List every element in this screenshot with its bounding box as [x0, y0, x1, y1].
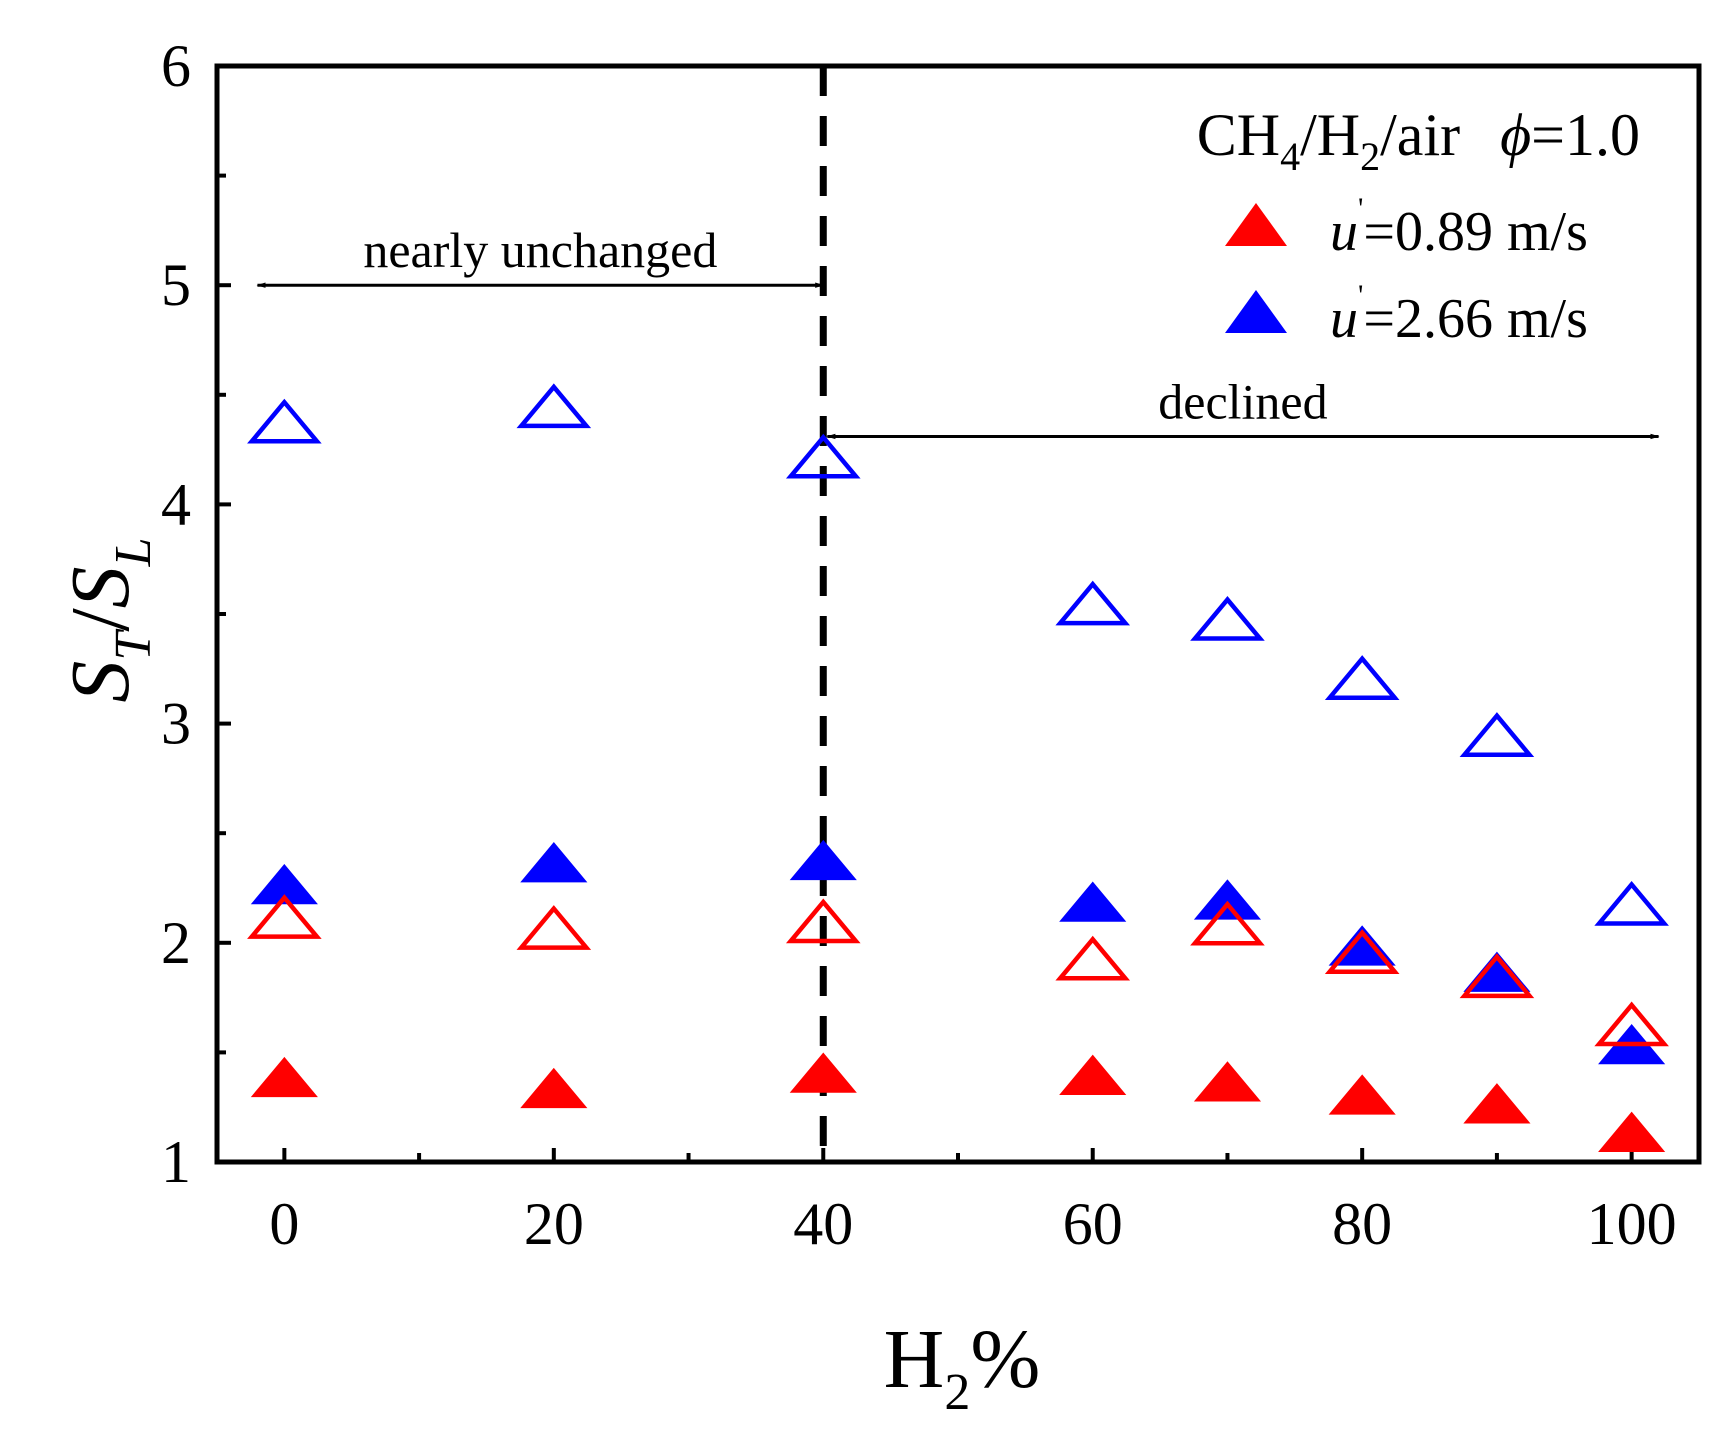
series-2	[247, 894, 1669, 1047]
data-point	[1324, 655, 1400, 700]
data-point	[785, 433, 861, 479]
data-point	[1193, 1061, 1262, 1102]
x-tick-label: 100	[1587, 1191, 1677, 1257]
y-tick-label: 5	[161, 252, 191, 318]
series-3	[247, 383, 1669, 926]
data-point	[250, 1056, 318, 1098]
legend-label-red: u'=0.89 m/s	[1330, 192, 1588, 263]
data-point	[1193, 879, 1262, 920]
data-point	[520, 842, 588, 883]
data-point	[516, 905, 592, 950]
series-1	[250, 839, 1666, 1065]
data-marks	[247, 383, 1669, 1152]
data-point	[516, 383, 592, 429]
data-point	[247, 398, 322, 444]
series-0	[250, 1052, 1666, 1152]
data-point	[789, 839, 857, 881]
y-tick-label: 4	[161, 471, 191, 537]
data-point	[789, 1052, 857, 1093]
data-point	[1190, 900, 1265, 946]
legend-marker-red	[1225, 203, 1287, 246]
data-point	[250, 863, 318, 905]
data-point	[1055, 580, 1131, 626]
data-point	[1598, 1111, 1666, 1152]
data-point	[1459, 953, 1535, 999]
x-tick-label: 40	[793, 1191, 853, 1257]
data-point	[520, 1067, 588, 1109]
data-point	[1459, 712, 1535, 757]
data-point	[1059, 881, 1127, 922]
data-point	[1463, 1083, 1531, 1124]
data-point	[1059, 1054, 1127, 1095]
x-tick-label: 0	[269, 1191, 299, 1257]
annotations-layer: nearly unchanged declined	[256, 222, 1660, 440]
data-point	[247, 894, 322, 939]
x-tick-label: 60	[1063, 1191, 1123, 1257]
data-point	[785, 898, 861, 944]
axis-tick-labels: 0 20 40 60 80 100 1 2 3 4 5 6	[161, 33, 1677, 1257]
legend-title: CH4/H2/air ϕ=1.0	[1197, 102, 1640, 179]
annotation-text: declined	[1158, 373, 1327, 429]
x-tick-label: 20	[524, 1191, 584, 1257]
data-point	[1463, 951, 1531, 992]
annotation-text: nearly unchanged	[363, 222, 717, 278]
x-axis-title: H2%	[884, 1313, 1041, 1421]
y-tick-label: 1	[161, 1129, 191, 1195]
y-tick-label: 3	[161, 691, 191, 757]
legend-label-blue: u'=2.66 m/s	[1330, 279, 1588, 350]
data-point	[1324, 929, 1400, 974]
legend: CH4/H2/air ϕ=1.0 u'=0.89 m/s u'=2.66 m/s	[1197, 102, 1640, 350]
axis-ticks	[217, 64, 1634, 1164]
data-point	[1594, 880, 1669, 926]
data-point	[1328, 1074, 1396, 1115]
y-tick-label: 6	[161, 33, 191, 99]
y-tick-label: 2	[161, 910, 191, 976]
data-point	[1190, 596, 1265, 641]
legend-marker-blue	[1225, 290, 1287, 333]
x-tick-label: 80	[1332, 1191, 1392, 1257]
data-point	[1055, 935, 1131, 981]
data-point	[1594, 1001, 1669, 1047]
y-axis-title: ST/SL	[54, 537, 162, 702]
